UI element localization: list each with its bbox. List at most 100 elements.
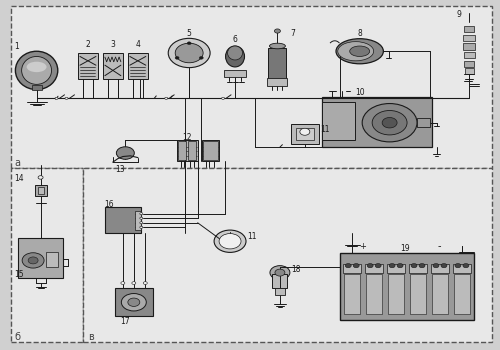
Circle shape <box>65 97 68 99</box>
FancyBboxPatch shape <box>103 53 123 79</box>
Circle shape <box>367 264 373 268</box>
Text: в: в <box>88 332 94 342</box>
FancyBboxPatch shape <box>178 141 186 160</box>
Circle shape <box>55 97 58 99</box>
Circle shape <box>122 294 146 311</box>
Text: 17: 17 <box>120 317 130 326</box>
FancyBboxPatch shape <box>275 288 285 295</box>
Circle shape <box>22 253 44 268</box>
Circle shape <box>140 213 143 215</box>
Circle shape <box>389 264 395 268</box>
FancyBboxPatch shape <box>432 274 448 314</box>
Text: 6: 6 <box>232 35 237 44</box>
FancyBboxPatch shape <box>464 43 475 49</box>
Ellipse shape <box>270 43 285 49</box>
Circle shape <box>116 147 134 159</box>
Circle shape <box>270 266 290 280</box>
FancyBboxPatch shape <box>464 52 475 58</box>
FancyBboxPatch shape <box>188 141 196 160</box>
Circle shape <box>200 56 203 59</box>
Text: 5: 5 <box>186 29 192 38</box>
Circle shape <box>375 264 381 268</box>
FancyBboxPatch shape <box>409 264 427 273</box>
Text: 8: 8 <box>358 29 362 38</box>
Circle shape <box>28 257 38 264</box>
FancyBboxPatch shape <box>344 274 360 314</box>
FancyBboxPatch shape <box>454 274 470 314</box>
Circle shape <box>382 118 397 128</box>
FancyBboxPatch shape <box>453 264 471 273</box>
Text: +: + <box>358 242 366 251</box>
FancyBboxPatch shape <box>202 141 218 160</box>
Circle shape <box>463 264 469 268</box>
Text: 2: 2 <box>86 40 90 49</box>
Circle shape <box>121 282 125 285</box>
FancyBboxPatch shape <box>465 68 474 74</box>
Circle shape <box>38 176 43 179</box>
Ellipse shape <box>338 42 374 61</box>
Circle shape <box>140 222 143 224</box>
Circle shape <box>362 104 417 142</box>
Text: 7: 7 <box>290 29 295 38</box>
Circle shape <box>219 233 241 249</box>
FancyBboxPatch shape <box>18 238 63 278</box>
FancyBboxPatch shape <box>464 35 475 41</box>
Circle shape <box>419 264 425 268</box>
Ellipse shape <box>16 51 58 90</box>
FancyBboxPatch shape <box>78 53 98 79</box>
Circle shape <box>132 282 136 285</box>
Text: 11: 11 <box>320 125 330 134</box>
Circle shape <box>214 230 246 252</box>
FancyBboxPatch shape <box>272 274 287 288</box>
Polygon shape <box>10 6 492 168</box>
Circle shape <box>455 264 461 268</box>
FancyBboxPatch shape <box>176 140 198 161</box>
FancyBboxPatch shape <box>32 85 42 90</box>
Text: 10: 10 <box>355 88 364 97</box>
Text: 13: 13 <box>116 165 125 174</box>
FancyBboxPatch shape <box>291 125 319 144</box>
FancyBboxPatch shape <box>116 288 153 316</box>
Circle shape <box>144 282 148 285</box>
Circle shape <box>140 217 143 219</box>
FancyBboxPatch shape <box>268 48 286 79</box>
Text: 3: 3 <box>110 40 116 49</box>
Ellipse shape <box>336 39 384 64</box>
FancyBboxPatch shape <box>136 211 141 230</box>
FancyBboxPatch shape <box>431 264 449 273</box>
FancyBboxPatch shape <box>106 208 142 232</box>
FancyBboxPatch shape <box>38 187 44 194</box>
Ellipse shape <box>226 46 244 67</box>
FancyBboxPatch shape <box>224 70 246 77</box>
Circle shape <box>140 226 143 228</box>
Circle shape <box>345 264 351 268</box>
Circle shape <box>397 264 403 268</box>
FancyBboxPatch shape <box>202 140 219 161</box>
FancyBboxPatch shape <box>410 274 426 314</box>
Text: 1: 1 <box>14 42 20 50</box>
FancyBboxPatch shape <box>464 26 474 32</box>
FancyBboxPatch shape <box>343 264 361 273</box>
Circle shape <box>128 298 140 307</box>
Circle shape <box>168 38 210 68</box>
Circle shape <box>411 264 417 268</box>
FancyBboxPatch shape <box>388 274 404 314</box>
FancyBboxPatch shape <box>322 97 432 147</box>
Text: 11: 11 <box>248 231 257 240</box>
FancyBboxPatch shape <box>34 186 46 196</box>
Polygon shape <box>83 168 492 342</box>
Circle shape <box>372 111 407 135</box>
Text: 14: 14 <box>14 174 24 183</box>
Text: б: б <box>14 332 21 342</box>
FancyBboxPatch shape <box>340 253 474 320</box>
Circle shape <box>175 56 179 59</box>
FancyBboxPatch shape <box>128 53 148 79</box>
Circle shape <box>187 42 191 44</box>
Text: 18: 18 <box>291 265 300 274</box>
FancyBboxPatch shape <box>387 264 405 273</box>
FancyBboxPatch shape <box>268 78 287 86</box>
FancyBboxPatch shape <box>365 264 383 273</box>
FancyBboxPatch shape <box>366 274 382 314</box>
FancyBboxPatch shape <box>322 102 354 140</box>
Text: 16: 16 <box>104 200 114 209</box>
